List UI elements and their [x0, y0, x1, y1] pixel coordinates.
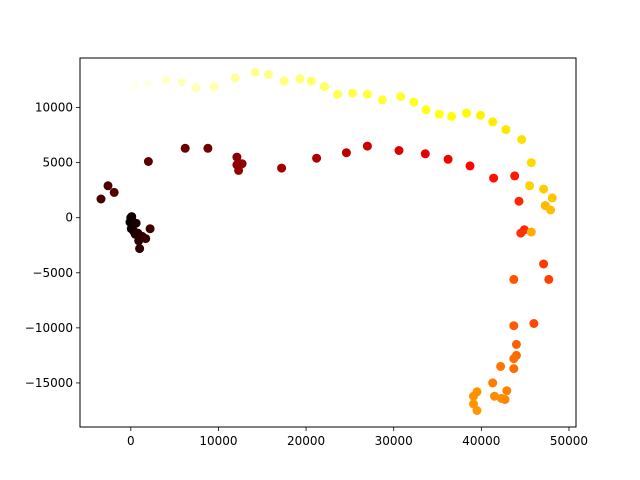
- data-point-51: [497, 393, 506, 403]
- y-tick-label: 10000: [35, 101, 73, 115]
- x-axis-ticks: 0 10000 20000 30000 40000 50000: [127, 427, 588, 448]
- x-tick-label: 10000: [199, 434, 237, 448]
- plot-frame: [79, 57, 577, 428]
- y-tick-label: −10000: [25, 321, 73, 335]
- data-point-71: [421, 105, 431, 115]
- data-point-81: [279, 76, 289, 86]
- data-point-38: [539, 259, 549, 269]
- data-point-90: [129, 81, 139, 90]
- y-tick-label: −15000: [25, 376, 73, 390]
- data-point-61: [539, 184, 549, 194]
- data-point-11: [135, 244, 145, 254]
- data-point-64: [517, 135, 527, 144]
- data-point-25: [277, 163, 287, 173]
- data-point-16: [103, 181, 113, 191]
- data-point-7: [127, 212, 137, 222]
- data-point-31: [443, 154, 453, 164]
- data-point-13: [141, 234, 151, 244]
- data-point-74: [377, 95, 387, 105]
- data-point-49: [502, 386, 512, 396]
- data-point-37: [516, 228, 526, 238]
- data-point-40: [529, 319, 539, 328]
- data-point-56: [472, 406, 482, 415]
- data-point-88: [161, 75, 171, 85]
- x-tick-label: 20000: [287, 434, 325, 448]
- data-point-33: [489, 173, 499, 183]
- data-point-77: [333, 89, 343, 99]
- data-point-34: [510, 171, 520, 181]
- data-point-24: [234, 165, 244, 175]
- data-point-28: [362, 141, 372, 151]
- data-point-85: [209, 82, 219, 92]
- data-point-32: [465, 161, 475, 171]
- data-point-76: [348, 88, 357, 98]
- data-point-87: [177, 77, 187, 87]
- data-point-35: [514, 196, 524, 206]
- data-point-45: [509, 354, 519, 364]
- data-point-82: [263, 70, 273, 79]
- data-point-21: [232, 152, 242, 162]
- x-tick-label: 30000: [375, 434, 413, 448]
- data-point-75: [362, 89, 372, 99]
- data-point-18: [143, 157, 153, 166]
- data-point-15: [96, 194, 106, 204]
- data-point-60: [547, 193, 557, 203]
- data-point-72: [409, 97, 419, 107]
- data-point-42: [509, 321, 519, 331]
- data-point-39: [544, 274, 554, 284]
- data-point-43: [511, 339, 521, 349]
- y-tick-label: 0: [65, 211, 73, 225]
- data-point-78: [320, 82, 329, 92]
- data-point-20: [203, 143, 213, 153]
- data-point-84: [230, 73, 240, 83]
- y-tick-label: 5000: [42, 156, 73, 170]
- data-point-89: [143, 78, 153, 88]
- data-points: [96, 67, 557, 415]
- data-point-41: [509, 274, 519, 284]
- data-point-70: [434, 109, 444, 119]
- data-point-17: [109, 187, 119, 197]
- data-point-30: [420, 149, 430, 159]
- data-point-66: [488, 117, 498, 127]
- data-point-80: [295, 74, 305, 84]
- data-point-47: [496, 361, 506, 371]
- x-tick-label: 0: [127, 434, 135, 448]
- data-point-27: [341, 148, 351, 158]
- data-point-83: [250, 67, 260, 77]
- data-point-54: [469, 391, 478, 401]
- y-tick-label: −5000: [32, 266, 73, 280]
- x-tick-label: 50000: [550, 434, 588, 448]
- data-point-19: [180, 143, 190, 153]
- data-point-59: [546, 205, 556, 215]
- y-axis-ticks: −15000 −10000 −5000 0 5000 10000: [25, 101, 80, 390]
- data-point-57: [526, 227, 536, 237]
- data-point-29: [394, 146, 404, 155]
- data-point-55: [469, 399, 478, 409]
- data-point-8: [131, 218, 141, 228]
- data-point-26: [312, 153, 322, 163]
- data-point-65: [501, 125, 511, 135]
- data-point-62: [525, 181, 535, 191]
- data-point-48: [488, 378, 498, 388]
- data-point-67: [476, 110, 485, 120]
- data-point-68: [462, 108, 471, 118]
- data-point-86: [191, 83, 201, 93]
- data-point-69: [447, 111, 457, 121]
- data-point-14: [145, 224, 155, 234]
- data-point-63: [526, 158, 536, 168]
- data-point-79: [306, 76, 316, 86]
- data-point-23: [237, 159, 247, 169]
- data-point-73: [396, 92, 406, 102]
- data-point-46: [509, 364, 519, 374]
- data-point-52: [490, 391, 499, 401]
- x-tick-label: 40000: [462, 434, 500, 448]
